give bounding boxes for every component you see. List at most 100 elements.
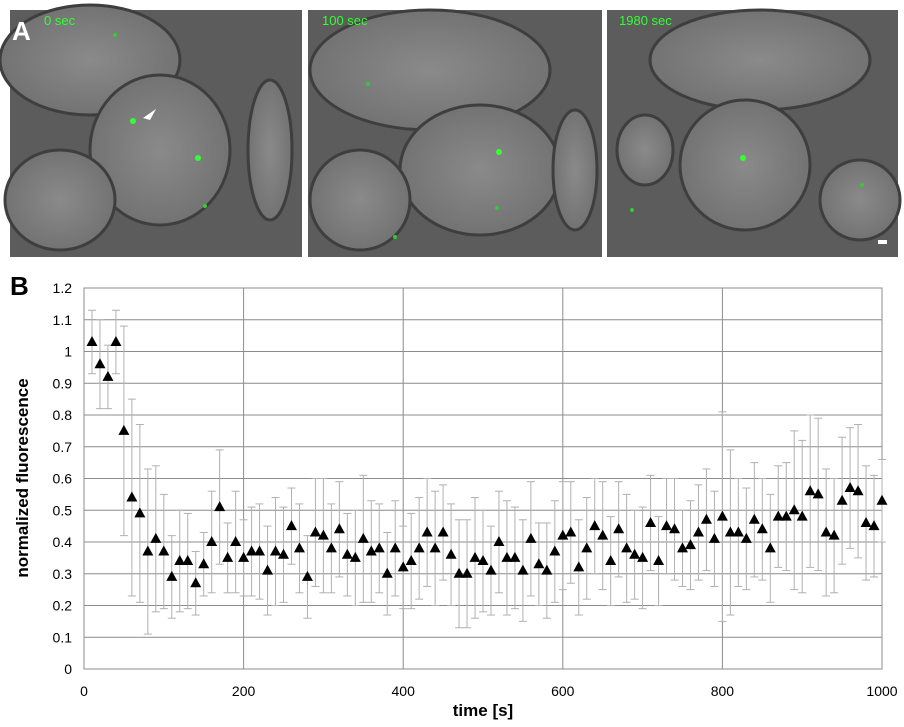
data-point <box>453 567 465 578</box>
y-tick-label: 1.2 <box>53 280 73 296</box>
panel-label: A <box>12 16 31 46</box>
data-point <box>820 526 832 537</box>
data-point <box>222 551 234 562</box>
data-point <box>525 532 537 543</box>
data-point <box>118 424 130 435</box>
y-tick-label: 0.8 <box>53 407 73 423</box>
data-point <box>677 542 688 553</box>
data-point <box>301 570 313 581</box>
data-point <box>158 545 170 556</box>
y-axis-label: normalized fluorescence <box>13 378 32 577</box>
y-tick-label: 0.1 <box>53 629 73 645</box>
data-point <box>254 545 266 556</box>
data-point <box>613 523 625 534</box>
x-tick-label: 400 <box>392 683 416 699</box>
panel-label: B <box>10 271 29 301</box>
y-tick-label: 0.4 <box>53 534 73 550</box>
data-point <box>629 548 641 559</box>
time-label: 0 sec <box>44 13 76 28</box>
y-tick-label: 1.1 <box>53 312 73 328</box>
data-point <box>198 558 210 569</box>
data-point <box>836 494 848 505</box>
data-point <box>230 536 242 546</box>
data-point <box>397 561 409 572</box>
data-point <box>421 526 433 537</box>
data-point <box>333 523 345 534</box>
data-point <box>740 532 752 543</box>
data-point <box>238 551 250 562</box>
data-point <box>262 564 274 575</box>
data-point <box>429 542 441 553</box>
data-point <box>373 542 385 553</box>
data-point <box>445 548 457 559</box>
data-point <box>852 485 864 496</box>
y-tick-label: 0.2 <box>53 598 73 614</box>
data-point <box>780 510 792 521</box>
data-point <box>549 545 561 556</box>
data-point <box>206 536 218 546</box>
x-tick-label: 800 <box>711 683 735 699</box>
data-point <box>86 335 98 346</box>
data-point <box>461 567 473 578</box>
data-point <box>597 529 609 540</box>
data-point <box>190 577 202 588</box>
data-point <box>389 542 401 553</box>
data-point <box>589 520 601 531</box>
data-point <box>661 520 673 531</box>
data-point <box>637 551 649 562</box>
data-point <box>541 564 553 575</box>
y-tick-label: 0 <box>64 661 72 677</box>
x-tick-label: 0 <box>80 683 88 699</box>
data-point <box>134 507 146 518</box>
data-point <box>573 561 585 572</box>
data-point <box>126 491 138 502</box>
data-point <box>804 485 816 496</box>
data-point <box>557 529 569 540</box>
data-point <box>692 526 704 537</box>
x-axis-label: time [s] <box>453 701 513 720</box>
data-point <box>166 570 178 581</box>
data-point <box>645 516 657 527</box>
data-point <box>493 536 505 546</box>
data-point <box>533 558 545 569</box>
data-point <box>349 551 361 562</box>
data-point <box>700 513 712 524</box>
data-point <box>844 482 856 493</box>
x-tick-label: 600 <box>551 683 575 699</box>
data-point <box>868 520 880 531</box>
data-point <box>405 555 417 566</box>
data-point <box>716 510 728 521</box>
data-point <box>812 488 824 499</box>
data-point <box>285 520 297 531</box>
data-point <box>653 555 665 566</box>
data-point <box>764 542 776 553</box>
micrograph-2 <box>308 8 602 257</box>
data-point <box>365 545 377 556</box>
data-point <box>182 555 194 566</box>
data-point <box>684 539 696 550</box>
data-point <box>605 555 617 566</box>
data-point <box>732 526 744 537</box>
data-point <box>94 358 106 369</box>
x-tick-label: 200 <box>232 683 256 699</box>
data-point <box>413 542 425 553</box>
data-point <box>270 545 282 556</box>
data-point <box>748 513 760 524</box>
data-point <box>724 526 736 537</box>
y-tick-label: 0.6 <box>53 471 73 487</box>
data-point <box>581 542 593 553</box>
y-tick-label: 0.5 <box>53 502 73 518</box>
data-point <box>357 532 369 543</box>
data-point <box>142 545 154 556</box>
data-point <box>517 564 529 575</box>
data-point <box>860 516 872 527</box>
data-point <box>341 548 353 559</box>
y-tick-label: 0.3 <box>53 566 73 582</box>
data-point <box>278 548 289 559</box>
data-point <box>150 532 162 543</box>
data-point <box>485 564 497 575</box>
x-tick-label: 1000 <box>866 683 897 699</box>
data-point <box>477 555 489 566</box>
data-point <box>708 532 720 543</box>
